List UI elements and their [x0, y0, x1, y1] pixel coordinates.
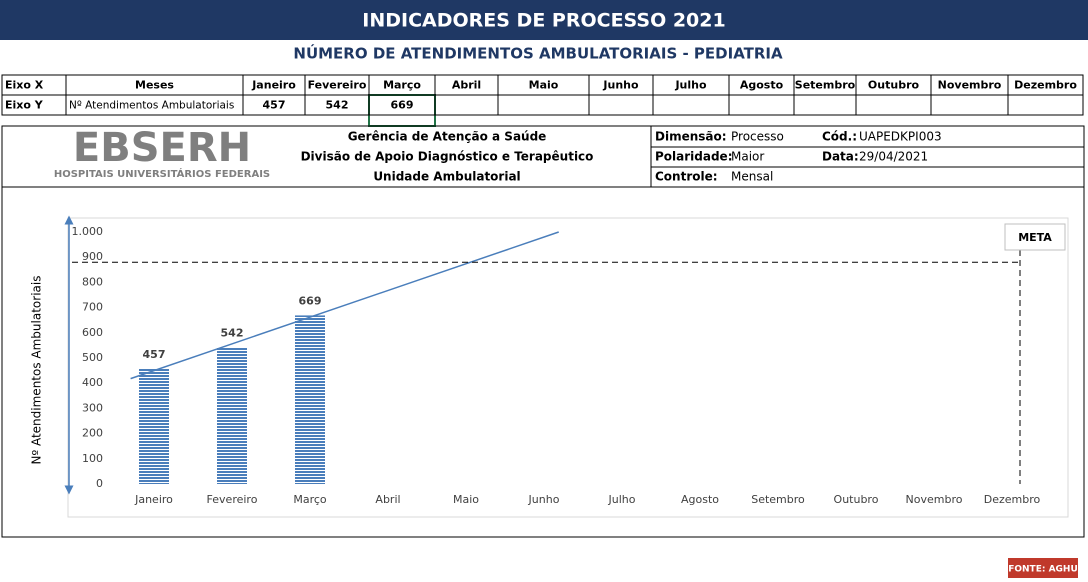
table-cell	[793, 94, 857, 116]
info-text: Controle:	[655, 170, 718, 184]
x-tick-label: Janeiro	[134, 493, 173, 506]
meta-label: META	[1018, 231, 1052, 244]
cell-text: Junho	[602, 79, 639, 92]
x-tick-label: Agosto	[681, 493, 719, 506]
source-box	[1008, 558, 1078, 578]
trendline	[130, 231, 559, 380]
table-cell	[652, 94, 730, 116]
bar	[139, 368, 169, 484]
y-tick-label: 500	[82, 351, 103, 364]
x-tick-label: Novembro	[906, 493, 963, 506]
info-text: Dimensão:	[655, 130, 727, 144]
y-tick-label: 600	[82, 326, 103, 339]
cell-text: Dezembro	[1014, 79, 1077, 92]
x-tick-label: Março	[293, 493, 327, 506]
y-tick-label: 0	[96, 477, 103, 490]
x-tick-label: Abril	[375, 493, 400, 506]
x-tick-label: Maio	[453, 493, 479, 506]
table-cell	[497, 94, 590, 116]
title-banner	[0, 0, 1088, 40]
cell-text: 669	[391, 99, 414, 112]
org-line: Unidade Ambulatorial	[373, 170, 520, 184]
x-tick-label: Junho	[528, 493, 560, 506]
info-text: Polaridade:	[655, 150, 733, 164]
info-text: 29/04/2021	[859, 150, 928, 164]
cell-text: Novembro	[938, 79, 1002, 92]
info-text: UAPEDKPI003	[859, 130, 942, 144]
x-tick-label: Outubro	[834, 493, 879, 506]
x-tick-label: Fevereiro	[207, 493, 258, 506]
bar	[217, 347, 247, 484]
x-tick-label: Dezembro	[984, 493, 1041, 506]
org-line: Gerência de Atenção a Saúde	[348, 130, 547, 144]
y-tick-label: 100	[82, 452, 103, 465]
cell-text: Julho	[674, 79, 707, 92]
panel	[1, 125, 1085, 538]
logo-tagline: HOSPITAIS UNIVERSITÁRIOS FEDERAIS	[54, 167, 270, 180]
y-tick-label: 700	[82, 301, 103, 314]
x-tick-label: Julho	[608, 493, 636, 506]
cell-text: Abril	[452, 79, 481, 92]
meta-box	[1004, 223, 1066, 251]
cell-text: Outubro	[868, 79, 920, 92]
cell-text: Agosto	[740, 79, 784, 92]
cell-text: Fevereiro	[308, 79, 367, 92]
table-cell	[1007, 94, 1084, 116]
table-cell	[855, 94, 932, 116]
y-tick-label: 800	[82, 275, 103, 288]
info-text: Maior	[731, 150, 764, 164]
table-cell	[930, 94, 1009, 116]
info-text: Processo	[731, 130, 784, 144]
title: INDICADORES DE PROCESSO 2021	[362, 10, 725, 32]
y-axis-label: Nº Atendimentos Ambulatoriais	[30, 276, 44, 465]
x-tick-label: Setembro	[751, 493, 805, 506]
cell-text: Eixo X	[5, 79, 44, 92]
cell-text: 542	[326, 99, 349, 112]
org-line: Divisão de Apoio Diagnóstico e Terapêuti…	[301, 150, 594, 164]
y-tick-label: 400	[82, 376, 103, 389]
data-label: 457	[143, 348, 166, 361]
cell-text: Eixo Y	[5, 99, 44, 112]
table-cell	[434, 94, 499, 116]
y-tick-label: 1.000	[72, 225, 104, 238]
cell-text: Nº Atendimentos Ambulatoriais	[69, 100, 234, 112]
logo: EBSERH	[73, 125, 251, 171]
cell-text: Meses	[135, 79, 174, 92]
data-label: 542	[221, 326, 244, 339]
source: FONTE: AGHU	[1008, 565, 1078, 575]
cell-text: Janeiro	[251, 79, 296, 92]
cell-text: Março	[383, 79, 421, 92]
y-tick-label: 300	[82, 401, 103, 414]
cell-text: 457	[263, 99, 286, 112]
subtitle: NÚMERO DE ATENDIMENTOS AMBULATORIAIS - P…	[293, 44, 783, 63]
info-text: Data:	[822, 150, 859, 164]
info-text: Cód.:	[822, 130, 857, 144]
table-cell	[728, 94, 795, 116]
y-tick-label: 900	[82, 250, 103, 263]
bar	[295, 315, 325, 484]
info-text: Mensal	[731, 170, 773, 184]
cell-text: Maio	[529, 79, 559, 92]
y-tick-label: 200	[82, 427, 103, 440]
cell-text: Setembro	[795, 79, 856, 92]
table-cell	[588, 94, 654, 116]
data-label: 669	[299, 294, 322, 307]
